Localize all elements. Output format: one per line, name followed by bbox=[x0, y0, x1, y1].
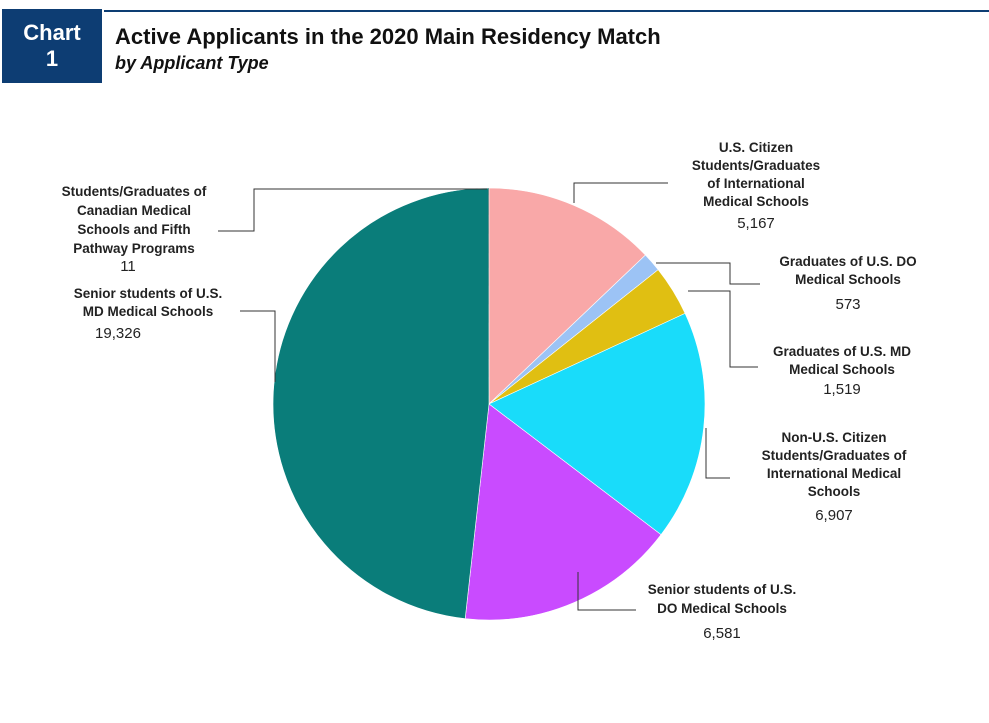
slice-value-3: 6,907 bbox=[815, 507, 853, 524]
slice-label-5: Senior students of U.S. MD Medical School… bbox=[74, 286, 223, 319]
slice-labels: U.S. Citizen Students/Graduates of Interna… bbox=[62, 140, 917, 642]
slice-label-4: Senior students of U.S. DO Medical School… bbox=[648, 582, 797, 616]
leader-line-2 bbox=[688, 290, 758, 368]
leader-line-6 bbox=[218, 188, 487, 232]
chart-number-badge: Chart 1 bbox=[2, 9, 102, 83]
leader-line-5 bbox=[240, 310, 276, 382]
chart-subtitle: by Applicant Type bbox=[115, 53, 269, 73]
title-rule bbox=[104, 10, 989, 12]
badge-line-2: 1 bbox=[45, 46, 59, 71]
leader-lines bbox=[218, 182, 760, 611]
pie-slice-3 bbox=[488, 312, 706, 536]
slice-value-5: 19,326 bbox=[95, 325, 141, 342]
slice-value-4: 6,581 bbox=[703, 625, 741, 642]
slice-label-1: Graduates of U.S. DO Medical Schools bbox=[779, 254, 916, 287]
slice-label-3: Non-U.S. Citizen Students/Graduates of Int… bbox=[762, 430, 907, 499]
pie-slice-5 bbox=[272, 187, 490, 620]
badge-line-1: Chart bbox=[23, 20, 81, 45]
leader-line-3 bbox=[705, 428, 730, 479]
slice-value-2: 1,519 bbox=[823, 381, 861, 398]
chart-title: Active Applicants in the 2020 Main Resid… bbox=[115, 24, 661, 49]
leader-line-4 bbox=[577, 572, 636, 611]
slice-label-6: Students/Graduates of Canadian Medical Sch… bbox=[62, 184, 207, 256]
leader-line-0 bbox=[573, 182, 668, 203]
pie-slice-4 bbox=[464, 403, 662, 621]
slice-label-2: Graduates of U.S. MD Medical Schools bbox=[773, 344, 911, 377]
slice-value-0: 5,167 bbox=[737, 215, 775, 232]
pie-slices bbox=[272, 187, 706, 621]
leader-line-1 bbox=[656, 262, 760, 285]
slice-label-0: U.S. Citizen Students/Graduates of Interna… bbox=[692, 140, 820, 209]
pie-slice-0 bbox=[488, 187, 646, 405]
slice-value-1: 573 bbox=[835, 296, 860, 313]
slice-value-6: 11 bbox=[120, 258, 136, 275]
